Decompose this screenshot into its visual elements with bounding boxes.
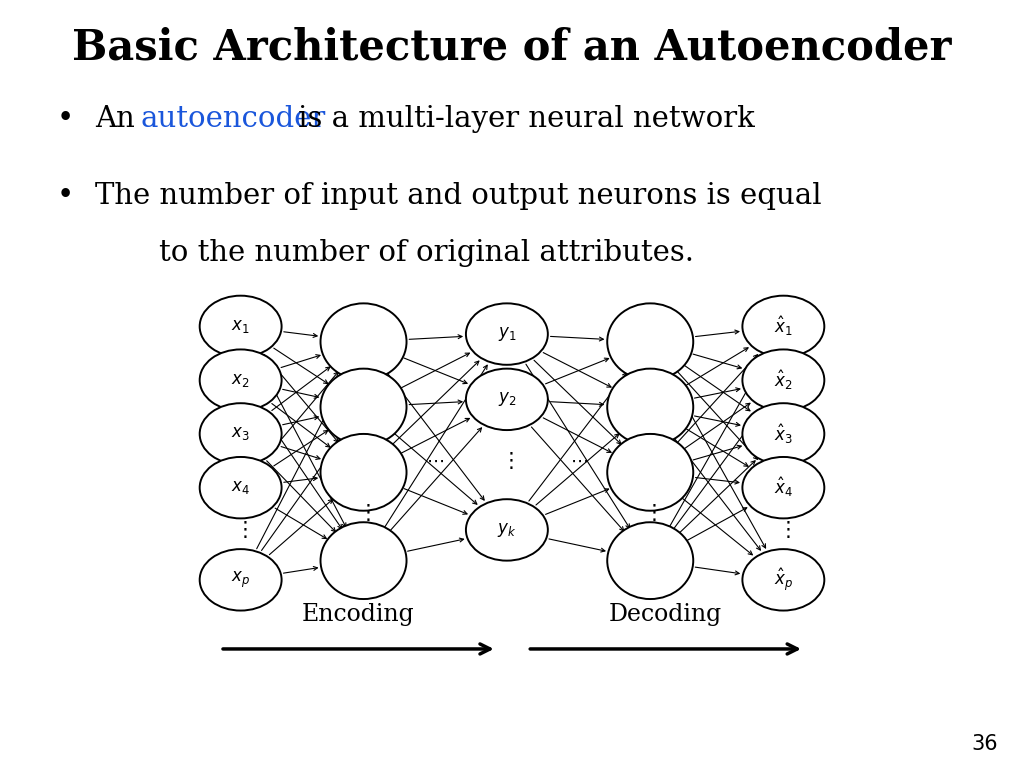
Text: $\vdots$: $\vdots$ [776,519,791,541]
Ellipse shape [321,522,407,599]
Circle shape [466,303,548,365]
Circle shape [742,549,824,611]
Text: 36: 36 [972,734,998,754]
Text: $\hat{x}_3$: $\hat{x}_3$ [774,422,793,445]
Text: The number of input and output neurons is equal: The number of input and output neurons i… [95,182,822,210]
Text: $\hat{x}_2$: $\hat{x}_2$ [774,369,793,392]
Text: Decoding: Decoding [609,603,722,626]
Text: $\hat{x}_p$: $\hat{x}_p$ [774,567,793,593]
Ellipse shape [607,369,693,445]
Text: is a multi-layer neural network: is a multi-layer neural network [289,105,755,133]
Text: An: An [95,105,144,133]
Text: $\hat{x}_1$: $\hat{x}_1$ [774,315,793,338]
Circle shape [200,349,282,411]
Text: $x_4$: $x_4$ [231,479,250,496]
Ellipse shape [321,369,407,445]
Circle shape [742,349,824,411]
Text: $\vdots$: $\vdots$ [500,450,514,472]
Text: $y_k$: $y_k$ [498,521,516,539]
Text: $\cdots$: $\cdots$ [426,452,444,470]
Text: $x_3$: $x_3$ [231,425,250,442]
Ellipse shape [607,434,693,511]
Text: •: • [56,182,74,210]
Circle shape [466,369,548,430]
Text: $\vdots$: $\vdots$ [233,519,248,541]
Circle shape [200,296,282,357]
Text: autoencoder: autoencoder [140,105,326,133]
Text: $\hat{x}_4$: $\hat{x}_4$ [774,476,793,499]
Text: $x_2$: $x_2$ [231,372,250,389]
Circle shape [742,457,824,518]
Text: Encoding: Encoding [302,603,415,626]
Text: $x_1$: $x_1$ [231,318,250,335]
Text: $y_2$: $y_2$ [498,390,516,409]
Ellipse shape [321,303,407,380]
Text: $y_1$: $y_1$ [498,325,516,343]
Circle shape [200,457,282,518]
Text: $\vdots$: $\vdots$ [643,502,657,523]
Circle shape [742,403,824,465]
Text: $\vdots$: $\vdots$ [356,502,371,523]
Text: Basic Architecture of an Autoencoder: Basic Architecture of an Autoencoder [73,27,951,69]
Text: $\cdots$: $\cdots$ [569,452,588,470]
Text: •: • [56,105,74,133]
Circle shape [200,403,282,465]
Circle shape [742,296,824,357]
Ellipse shape [607,522,693,599]
Circle shape [200,549,282,611]
Text: to the number of original attributes.: to the number of original attributes. [159,240,693,267]
Text: $x_p$: $x_p$ [231,570,250,590]
Ellipse shape [607,303,693,380]
Circle shape [466,499,548,561]
Ellipse shape [321,434,407,511]
